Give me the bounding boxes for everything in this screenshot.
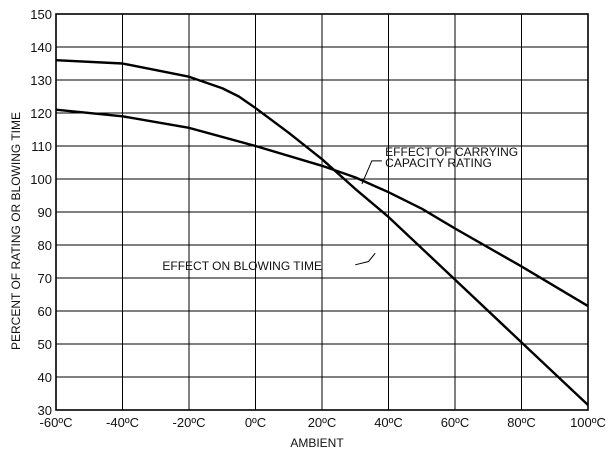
y-axis-label: PERCENT OF RATING OR BLOWING TIME xyxy=(9,112,23,350)
x-tick-label: 100ºC xyxy=(570,415,606,430)
y-tick-label: 70 xyxy=(38,271,52,286)
x-tick-label: 60ºC xyxy=(441,415,470,430)
tick-labels: -60ºC -40ºC -20ºC 0ºC 20ºC 40ºC 60ºC 80ºC 100ºC 3… xyxy=(30,7,606,430)
y-tick-label: 50 xyxy=(38,337,52,352)
y-tick-label: 60 xyxy=(38,304,52,319)
x-tick-label: 80ºC xyxy=(507,415,536,430)
x-axis-label: AMBIENT xyxy=(290,436,344,449)
grid xyxy=(55,13,589,411)
x-tick-label: -20ºC xyxy=(173,415,206,430)
x-tick-label: -60ºC xyxy=(40,415,73,430)
y-tick-label: 120 xyxy=(30,106,52,121)
series-layer xyxy=(55,59,589,406)
x-tick-label: -40ºC xyxy=(106,415,139,430)
series-line-1 xyxy=(55,108,589,308)
annotation-carrying-capacity: CAPACITY RATING xyxy=(385,156,492,170)
leader-line-carrying-capacity xyxy=(361,160,382,185)
y-tick-label: 150 xyxy=(30,7,52,22)
y-tick-label: 30 xyxy=(38,403,52,418)
annotation-carrying-capacity: EFFECT OF CARRYING xyxy=(385,145,518,159)
x-tick-label: 0ºC xyxy=(245,415,266,430)
x-tick-label: 20ºC xyxy=(308,415,337,430)
y-tick-label: 140 xyxy=(30,40,52,55)
plot-frame xyxy=(55,13,589,411)
y-tick-label: 100 xyxy=(30,172,52,187)
series-line-2 xyxy=(55,59,589,406)
leader-line-blowing-time xyxy=(355,252,376,266)
y-tick-label: 40 xyxy=(38,370,52,385)
y-tick-label: 80 xyxy=(38,238,52,253)
y-tick-label: 130 xyxy=(30,73,52,88)
annotation-blowing-time: EFFECT ON BLOWING TIME xyxy=(162,259,322,273)
x-tick-label: 40ºC xyxy=(374,415,403,430)
y-tick-label: 110 xyxy=(31,139,52,154)
y-tick-label: 90 xyxy=(38,205,52,220)
